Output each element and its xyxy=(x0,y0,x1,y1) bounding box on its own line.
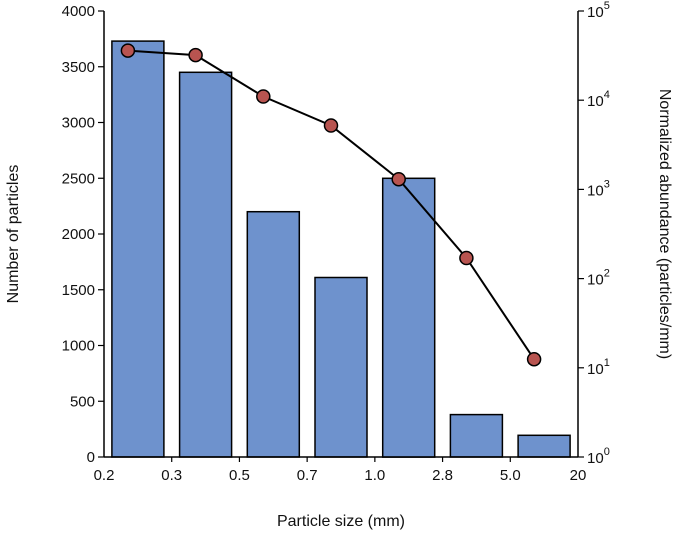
y-right-tick-base: 10 xyxy=(587,450,604,467)
y-right-tick-label: 103 xyxy=(587,178,610,199)
line-layer xyxy=(120,43,542,367)
x-tick-label: 0.2 xyxy=(94,467,115,484)
y-right-tick-exponent: 5 xyxy=(604,0,610,12)
x-tick-label: 0.3 xyxy=(161,467,182,484)
y-left-tick-label: 2000 xyxy=(62,226,95,243)
x-tick-label: 0.7 xyxy=(297,467,318,484)
x-tick-label: 2.8 xyxy=(432,467,453,484)
bar-3 xyxy=(246,210,301,458)
y-left-tick-label: 4000 xyxy=(62,3,95,20)
y-axis-right-title: Normalized abundance (particles/mm) xyxy=(656,89,673,359)
abundance-point-5 xyxy=(391,171,406,187)
y-left-tick-label: 3000 xyxy=(62,115,95,132)
x-axis-title: Particle size (mm) xyxy=(277,513,405,530)
y-left-tick-label: 2500 xyxy=(62,170,95,187)
y-left-tick-label: 3500 xyxy=(62,59,95,76)
abundance-point-3 xyxy=(256,89,271,104)
x-tick-label: 20 xyxy=(570,467,587,484)
bar-2 xyxy=(178,71,233,458)
axes-layer xyxy=(98,10,584,462)
bars-layer xyxy=(111,40,571,458)
y-left-tick-label: 1000 xyxy=(62,338,95,355)
y-right-tick-exponent: 3 xyxy=(604,178,610,190)
y-right-tick-base: 10 xyxy=(587,4,604,21)
y-right-tick-base: 10 xyxy=(587,272,604,289)
bar-4 xyxy=(314,276,368,458)
y-right-tick-exponent: 1 xyxy=(604,357,610,369)
labels-layer: 0500100015002000250030003500400010010110… xyxy=(62,0,610,484)
y-left-tick-label: 1500 xyxy=(62,282,95,299)
y-left-tick-label: 0 xyxy=(87,449,95,466)
abundance-point-7 xyxy=(526,351,542,367)
y-right-tick-label: 105 xyxy=(587,0,610,21)
x-tick-label: 0.5 xyxy=(229,467,250,484)
y-right-tick-exponent: 2 xyxy=(604,268,610,280)
bar-6 xyxy=(449,413,504,458)
bar-7 xyxy=(517,434,571,458)
abundance-point-4 xyxy=(323,118,339,133)
y-right-tick-label: 102 xyxy=(587,268,610,289)
y-right-tick-label: 100 xyxy=(587,446,610,467)
y-left-tick-label: 500 xyxy=(70,393,95,410)
abundance-point-6 xyxy=(459,250,474,266)
y-right-tick-exponent: 0 xyxy=(604,446,610,458)
y-right-tick-exponent: 4 xyxy=(604,89,610,101)
bar-5 xyxy=(381,177,436,458)
y-axis-left-title: Number of particles xyxy=(5,165,22,304)
y-right-tick-label: 101 xyxy=(587,357,610,378)
x-tick-label: 1.0 xyxy=(364,467,385,484)
y-right-tick-label: 104 xyxy=(587,89,610,110)
y-right-tick-base: 10 xyxy=(587,182,604,199)
abundance-point-2 xyxy=(188,47,203,63)
abundance-point-1 xyxy=(120,43,136,58)
x-tick-label: 5.0 xyxy=(500,467,521,484)
bar-1 xyxy=(111,40,165,458)
y-right-tick-base: 10 xyxy=(587,361,604,378)
y-right-tick-base: 10 xyxy=(587,93,604,110)
